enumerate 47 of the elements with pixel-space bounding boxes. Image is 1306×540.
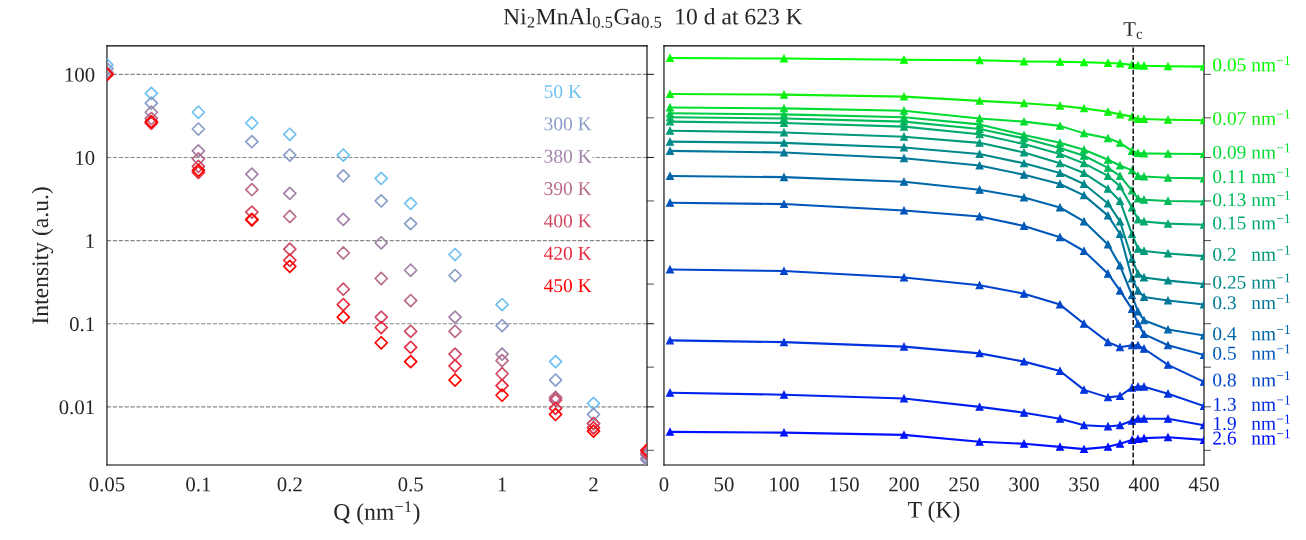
text: 300 K	[544, 117, 592, 131]
text: 50 K	[544, 85, 582, 99]
series-label: 0.8 nm$^{−1}$	[1213, 371, 1290, 387]
series-label: 1.3 nm$^{−1}$	[1214, 395, 1290, 411]
x-tick-label: 200	[889, 477, 919, 492]
series-label: 0.09 nm$^{−1}$	[1213, 143, 1290, 159]
y-tick-label: 0.1	[69, 317, 94, 332]
text: 390 K	[544, 182, 592, 196]
series-label: 0.3 nm$^{−1}$	[1213, 293, 1290, 310]
y-tick-label: 0.01	[59, 400, 94, 415]
series-label: 0.4 nm$^{−1}$	[1213, 324, 1290, 341]
x-tick-label: 0.2	[277, 477, 302, 492]
x-tick-label: 2	[589, 477, 598, 492]
series-label: 0.13 nm$^{−1}$	[1213, 190, 1290, 207]
x-tick-label: 450	[1188, 477, 1219, 492]
y-tick-label: 100	[65, 67, 95, 82]
series-label: 0.05 nm$^{−1}$	[1213, 55, 1290, 72]
text: 450 K	[544, 279, 592, 293]
y-tick-label: 1	[86, 234, 94, 248]
series-label: 0.11 nm$^{−1}$	[1213, 167, 1290, 184]
x-axis-title: T (K)	[908, 501, 960, 523]
text: 380 K	[544, 149, 592, 163]
x-tick-label: 400	[1128, 477, 1159, 492]
series-label: 0.15 nm$^{−1}$	[1213, 214, 1290, 230]
x-tick-label: 100	[770, 477, 799, 492]
x-tick-label: 300	[1009, 477, 1039, 492]
x-tick-label: 150	[830, 477, 859, 492]
y-axis-title: Intensity (a.u.)	[31, 187, 54, 324]
x-axis-title: Q (nm$^{−1}$)	[334, 501, 420, 525]
x-tick-label: 0	[659, 477, 669, 492]
x-tick-label: 0.1	[186, 477, 211, 492]
text: 420 K	[544, 246, 592, 260]
ref-line-label: T$_{c}$	[1123, 22, 1143, 39]
series-label: 0.07 nm$^{−1}$	[1213, 109, 1290, 126]
x-tick-label: 50	[714, 477, 734, 492]
x-tick-label: 350	[1069, 477, 1099, 492]
series-label: 0.5 nm$^{−1}$	[1213, 344, 1290, 360]
x-tick-label: 250	[949, 477, 979, 492]
y-tick-label: 10	[76, 150, 95, 165]
x-tick-label: 0.5	[398, 477, 423, 492]
x-tick-label: 1	[498, 477, 507, 492]
chart-title: Ni$_{2}$MnAl$_{0.5}$Ga$_{0.5}$ 10 d at 623 K	[503, 7, 803, 28]
x-tick-label: 0.05	[89, 477, 125, 492]
text: 400 K	[544, 214, 592, 228]
series-label: 2.6 nm$^{−1}$	[1213, 429, 1290, 445]
series-label: 0.25 nm$^{−1}$	[1213, 273, 1290, 289]
series-label: 0.2 nm$^{−1}$	[1213, 245, 1290, 261]
